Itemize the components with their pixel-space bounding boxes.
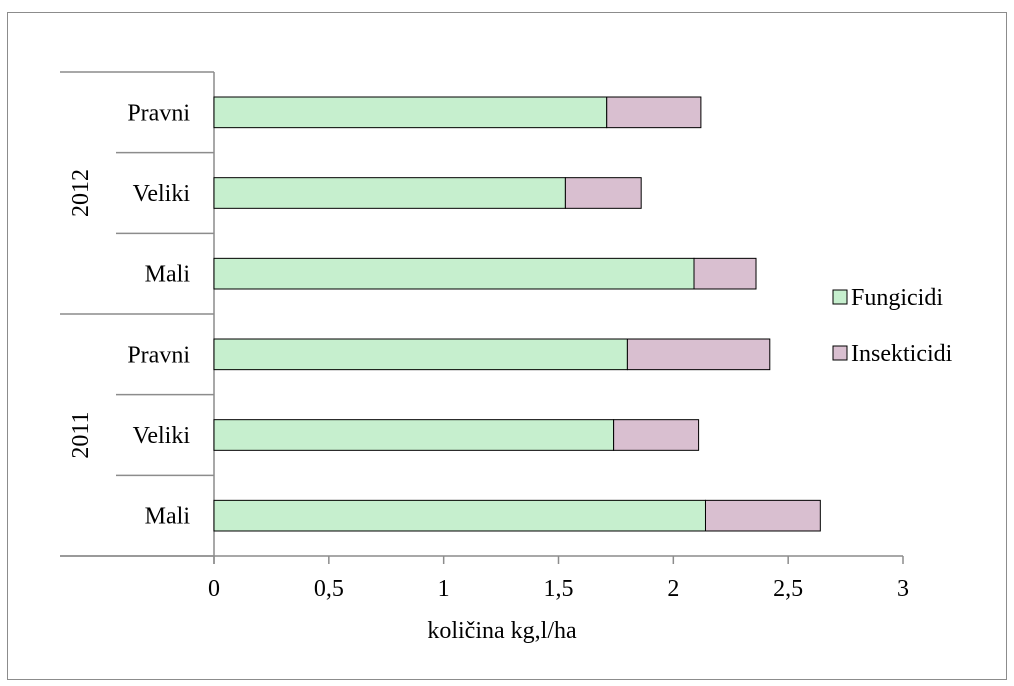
y-category-label: Mali <box>145 504 191 530</box>
legend: Fungicidi Insekticidi <box>832 285 953 367</box>
x-axis-title: količina kg,l/ha <box>427 618 577 644</box>
bar-insekticidi-pravni <box>626 338 771 371</box>
legend-swatch-fungicidi <box>832 289 848 305</box>
group-label-2011: 2011 <box>68 411 94 458</box>
x-tick-label: 3 <box>897 576 909 602</box>
bar-insekticidi-veliki <box>613 419 700 451</box>
legend-label-fungicidi: Fungicidi <box>851 285 943 311</box>
y-category-label: Veliki <box>133 423 191 449</box>
bar-insekticidi-mali <box>693 257 757 290</box>
bar-fungicidi-veliki <box>213 419 615 451</box>
y-category-label: Pravni <box>127 342 190 368</box>
axis-labels: 0 0,5 1 1,5 2 2,5 3 Mali Veliki Pravni Mali Veliki P… <box>68 100 909 602</box>
y-category-label: Pravni <box>127 100 190 126</box>
x-tick-label: 1 <box>438 576 450 602</box>
bar-insekticidi-pravni <box>606 96 702 129</box>
x-tick-label: 0,5 <box>314 576 344 602</box>
bars <box>213 96 821 532</box>
bar-fungicidi-pravni <box>213 96 608 129</box>
axes <box>60 71 904 564</box>
legend-label-insekticidi: Insekticidi <box>851 341 953 367</box>
group-label-2012: 2012 <box>68 169 94 217</box>
bar-insekticidi-mali <box>704 499 821 532</box>
x-tick-label: 2,5 <box>773 576 803 602</box>
bar-fungicidi-veliki <box>213 177 566 209</box>
bar-insekticidi-veliki <box>564 177 642 209</box>
bar-fungicidi-mali <box>213 499 706 532</box>
x-tick-label: 1,5 <box>544 576 574 602</box>
y-category-label: Veliki <box>133 181 191 207</box>
bar-fungicidi-pravni <box>213 338 628 371</box>
y-category-label: Mali <box>145 262 191 288</box>
legend-swatch-insekticidi <box>832 345 848 361</box>
x-tick-label: 2 <box>667 576 679 602</box>
x-tick-label: 0 <box>208 576 220 602</box>
bar-fungicidi-mali <box>213 257 695 290</box>
